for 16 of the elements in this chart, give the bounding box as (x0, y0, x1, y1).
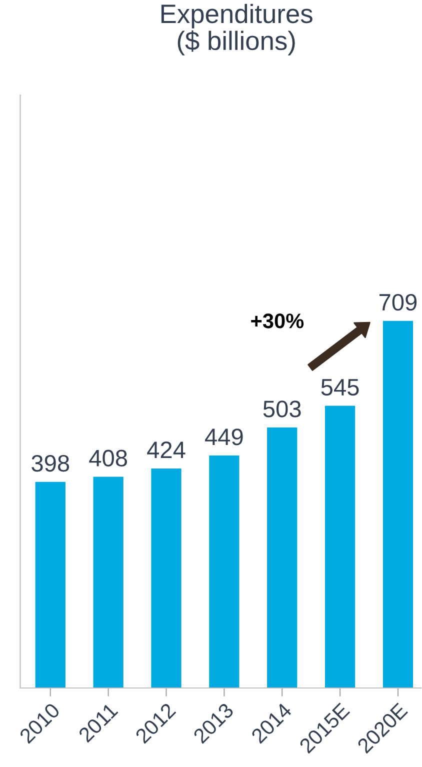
bar (151, 468, 182, 688)
bar (93, 476, 124, 688)
bar (209, 456, 240, 688)
data-label: 424 (147, 442, 186, 458)
data-label: 398 (32, 454, 70, 472)
data-label: 709 (380, 294, 417, 311)
data-label: 408 (89, 450, 127, 467)
data-label: 503 (263, 400, 301, 418)
chart-title: Expenditures ($ billions) (161, 4, 312, 56)
bar (35, 482, 66, 688)
data-label: 449 (205, 428, 243, 446)
data-label: 545 (321, 379, 359, 396)
annotation: +30% (251, 314, 304, 328)
bar (382, 320, 414, 688)
bar (324, 406, 356, 688)
bar (267, 428, 298, 688)
